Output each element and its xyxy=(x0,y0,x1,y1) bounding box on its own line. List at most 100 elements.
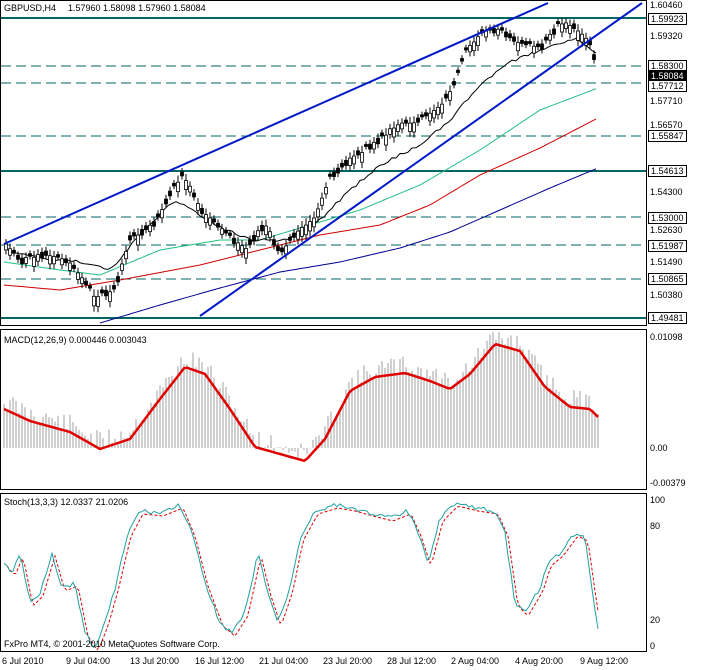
moving-average-line xyxy=(3,88,597,276)
candle-body xyxy=(308,221,312,232)
candle-body xyxy=(216,222,220,228)
candle-body xyxy=(40,251,44,258)
candle-body xyxy=(444,93,448,99)
candle-body xyxy=(540,43,544,50)
candle-body xyxy=(248,239,252,245)
candle-body xyxy=(24,256,28,264)
candle-body xyxy=(8,248,12,256)
candle-body xyxy=(384,134,388,146)
candle-body xyxy=(532,45,536,54)
price-axis-label: 1.51490 xyxy=(650,257,683,267)
candle-body xyxy=(228,232,232,236)
candle-body xyxy=(556,21,560,25)
candle-body xyxy=(560,23,564,33)
candle-body xyxy=(296,230,300,240)
candle-body xyxy=(352,155,356,165)
candle-body xyxy=(452,81,456,86)
candle-body xyxy=(192,192,196,198)
macd-pane[interactable]: MACD(12,26,9) 0.000446 0.003043 xyxy=(0,329,712,491)
stochastic-pane[interactable]: Stoch(13,3,3) 12.0337 21.0206 FxPro MT4,… xyxy=(0,493,712,653)
price-axis-label: 1.59320 xyxy=(650,31,683,41)
candle-body xyxy=(568,25,572,34)
level-price-tag: 1.53000 xyxy=(648,212,687,224)
candle-body xyxy=(124,250,128,260)
candle-body xyxy=(332,171,336,177)
candle-body xyxy=(280,247,284,253)
candle-body xyxy=(264,225,268,236)
candle-body xyxy=(520,39,524,44)
candle-body xyxy=(60,258,64,266)
candle-body xyxy=(372,141,376,150)
time-axis-label: 2 Aug 04:00 xyxy=(451,656,500,666)
candle-body xyxy=(4,243,8,251)
candle-body xyxy=(20,257,24,265)
time-axis-label: 16 Jul 12:00 xyxy=(195,656,245,666)
candle-body xyxy=(516,42,520,52)
candle-body xyxy=(432,109,436,119)
level-price-tag: 1.54613 xyxy=(648,165,687,177)
candle-body xyxy=(304,224,308,236)
candle-body xyxy=(148,224,152,233)
candle-body xyxy=(132,232,136,237)
candle-body xyxy=(72,264,76,269)
candle-body xyxy=(344,159,348,166)
candle-body xyxy=(440,103,444,114)
candle-body xyxy=(348,157,352,167)
candle-body xyxy=(448,91,452,101)
candle-body xyxy=(468,45,472,53)
candle-body xyxy=(240,245,244,254)
candle-body xyxy=(340,162,344,168)
candle-body xyxy=(580,33,584,43)
stochastic-chart[interactable] xyxy=(0,493,712,653)
candle-body xyxy=(44,250,48,256)
chart-header-symbol: GBPUSD,H4 xyxy=(4,3,57,13)
price-chart[interactable] xyxy=(0,0,712,327)
candle-body xyxy=(208,217,212,226)
price-axis-label: 1.60460 xyxy=(650,0,683,10)
candle-body xyxy=(252,234,256,242)
candle-body xyxy=(552,28,556,35)
candle-body xyxy=(220,228,224,235)
candle-body xyxy=(120,263,124,271)
candle-body xyxy=(272,239,276,246)
price-chart-pane[interactable]: GBPUSD,H4 1.57960 1.58098 1.57960 1.5808… xyxy=(0,0,712,327)
candle-body xyxy=(404,119,408,124)
candle-body xyxy=(80,277,84,285)
candle-body xyxy=(376,137,380,145)
candle-body xyxy=(104,289,108,297)
candle-body xyxy=(140,229,144,236)
moving-average-line xyxy=(3,37,597,270)
time-axis-label: 9 Aug 12:00 xyxy=(580,656,629,666)
candle-body xyxy=(200,208,204,215)
candle-body xyxy=(396,124,400,132)
candle-body xyxy=(316,208,320,218)
candle-body xyxy=(112,285,116,290)
time-axis-label: 6 Jul 2010 xyxy=(2,656,44,666)
level-price-tag: 1.49481 xyxy=(648,312,687,324)
time-axis-label: 28 Jul 12:00 xyxy=(387,656,437,666)
copyright-text: FxPro MT4, © 2001-2010 MetaQuotes Softwa… xyxy=(4,639,220,649)
candle-body xyxy=(496,28,500,36)
candle-body xyxy=(292,232,296,238)
candle-body xyxy=(392,127,396,138)
candle-body xyxy=(68,262,72,271)
stoch-axis-label: 100 xyxy=(650,495,666,505)
candle-body xyxy=(260,224,264,232)
macd-chart[interactable] xyxy=(0,329,712,491)
candle-body xyxy=(572,23,576,29)
candle-body xyxy=(96,296,100,307)
price-axis-label: 1.54300 xyxy=(650,187,683,197)
candle-body xyxy=(524,41,528,46)
candle-body xyxy=(592,54,596,60)
candle-body xyxy=(548,33,552,41)
candle-body xyxy=(92,295,96,307)
candle-body xyxy=(328,173,332,177)
time-axis-label: 4 Aug 20:00 xyxy=(515,656,564,666)
candle-body xyxy=(408,122,412,132)
candle-body xyxy=(436,106,440,116)
stoch-axis-label: 20 xyxy=(650,615,661,625)
candle-body xyxy=(300,227,304,237)
macd-signal-line xyxy=(3,342,599,463)
candle-body xyxy=(168,190,172,197)
candle-body xyxy=(492,28,496,34)
